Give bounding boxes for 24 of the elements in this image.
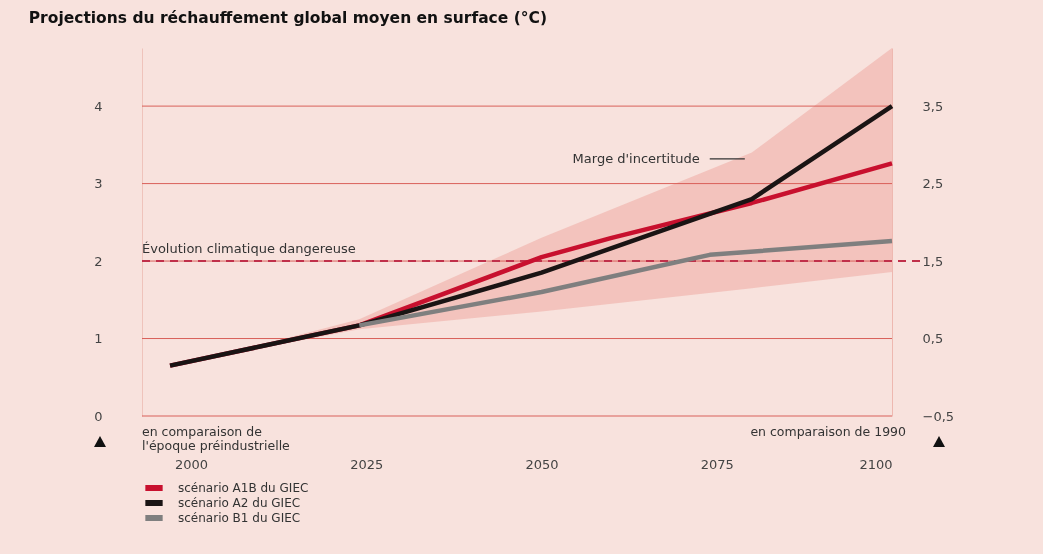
x-tick-label: 2000 [175,456,209,472]
y-tick-label: 3 [94,176,103,192]
y2-tick-label: 3,5 [922,98,944,114]
y-tick-label: 2 [94,253,103,269]
ref-line-label: Évolution climatique dangereuse [142,241,356,257]
x-tick-label: 2075 [700,456,734,472]
y2-tick-label: 0,5 [922,331,944,347]
y2-tick-label: 2,5 [922,176,944,192]
legend-label: scénario A1B du GIEC [178,481,309,495]
y-tick-label: 0 [94,408,103,424]
y2-tick-label: 1,5 [922,253,944,269]
line-series [357,238,895,328]
legend-label: scénario B1 du GIEC [178,511,301,525]
annotation: Marge d'incertitude [572,150,700,166]
text: en comparaison de 1990 [750,424,907,439]
y2-tick-label: −0,5 [922,408,955,424]
x-tick-label: 2050 [525,456,559,472]
x-tick-label: 2100 [859,456,893,472]
text: en comparaison de l'époque préindustrielle [142,424,291,453]
y-tick-label: 1 [94,331,103,347]
x-tick-label: 2025 [350,456,384,472]
y-tick-label: 4 [94,98,103,114]
legend-label: scénario A2 du GIEC [178,496,301,510]
chart-title: Projections du réchauffement global moyen en surface (°C) [28,8,548,27]
